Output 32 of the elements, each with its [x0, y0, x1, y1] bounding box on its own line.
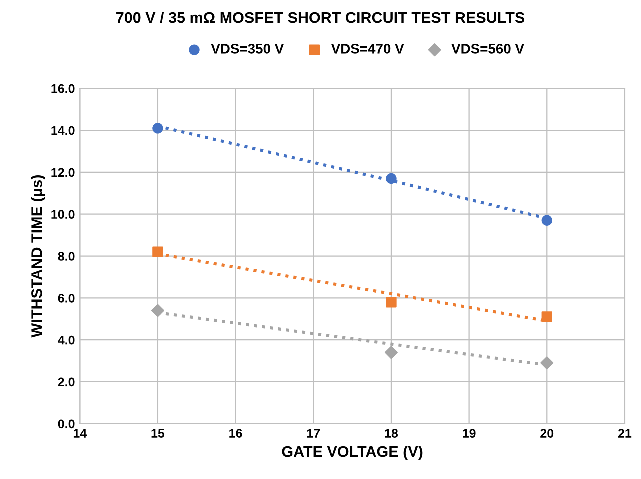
y-tick-label: 12.0: [52, 168, 75, 178]
x-tick-label: 17: [307, 429, 320, 438]
point: [151, 304, 164, 318]
point: [152, 123, 164, 134]
y-tick-label: 8.0: [58, 252, 75, 261]
legend-label: VDS=350 V: [211, 44, 284, 54]
x-tick-label: 18: [385, 429, 398, 438]
point: [386, 297, 397, 308]
chart-title: 700 V / 35 mΩ MOSFET SHORT CIRCUIT TEST RESULTS: [116, 12, 525, 24]
x-tick-label: 19: [463, 429, 476, 438]
y-tick-label: 16.0: [52, 84, 75, 94]
y-tick-label: 2.0: [58, 378, 75, 387]
y-tick-label: 0.0: [58, 420, 75, 429]
y-axis-title: WITHSTAND TIME (µs): [31, 176, 46, 338]
x-axis-title: GATE VOLTAGE (V): [282, 446, 423, 460]
point: [542, 312, 552, 322]
x-tick-label: 16: [230, 429, 242, 438]
point: [384, 346, 398, 360]
point: [542, 215, 552, 226]
legend-label: VDS=470 V: [331, 44, 404, 54]
x-tick-label: 14: [74, 429, 88, 438]
x-tick-label: 21: [618, 429, 632, 438]
y-tick-label: 6.0: [58, 294, 75, 303]
x-tick-label: 15: [152, 429, 165, 438]
x-tick-label: 20: [540, 429, 554, 438]
point: [540, 356, 554, 370]
point: [152, 246, 164, 258]
y-tick-label: 4.0: [58, 336, 75, 345]
legend-label: VDS=560 V: [452, 44, 524, 54]
y-tick-label: 10.0: [52, 210, 75, 220]
point: [386, 173, 397, 184]
y-tick-label: 14.0: [52, 126, 75, 136]
